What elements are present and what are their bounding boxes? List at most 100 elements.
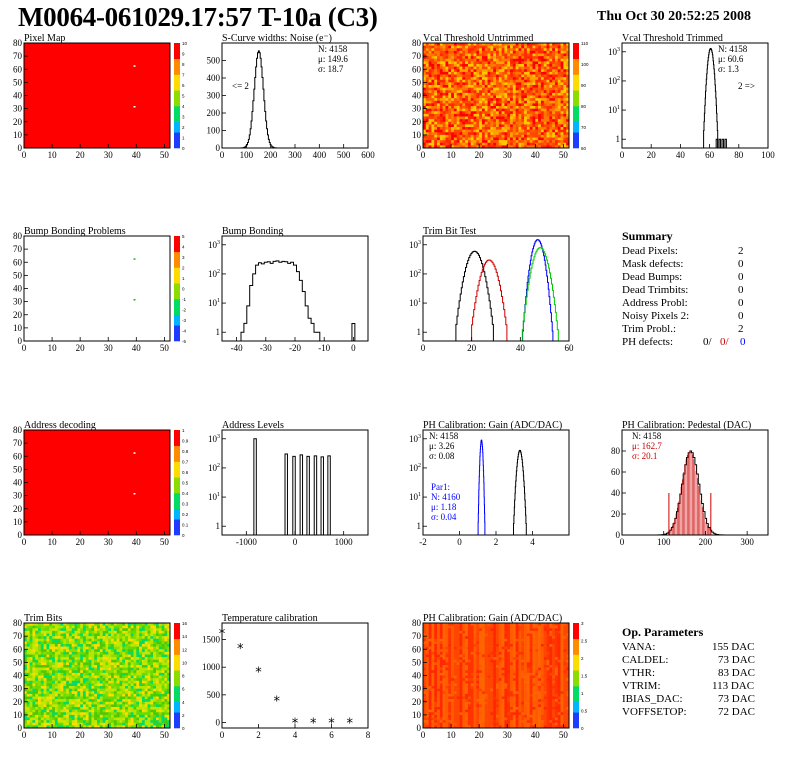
heatmap-cell (456, 77, 460, 81)
heatmap-cell (150, 625, 154, 629)
heatmap-cell (57, 670, 61, 674)
heatmap-cell (77, 693, 81, 697)
heatmap-cell (32, 701, 36, 705)
heatmap-cell (473, 113, 477, 117)
heatmap-cell (40, 628, 44, 632)
heatmap-cell (540, 134, 545, 138)
heatmap-cell (512, 90, 516, 94)
heatmap-cell (71, 709, 75, 713)
heatmap-cell (136, 628, 140, 632)
heatmap-cell (507, 142, 511, 146)
heatmap-cell (139, 659, 143, 663)
heatmap-cell (150, 633, 154, 637)
heatmap-cell (68, 654, 73, 658)
heatmap-cell (133, 633, 137, 637)
heatmap-cell (437, 53, 441, 57)
heatmap-cell (451, 87, 455, 91)
heatmap-cell (32, 722, 36, 726)
heatmap-cell (46, 680, 50, 684)
heatmap-cell (554, 71, 559, 75)
heatmap-cell (524, 134, 528, 138)
heatmap-cell (428, 82, 432, 86)
heatmap-cell (425, 66, 429, 70)
heatmap-cell (529, 56, 533, 60)
heatmap-cell (102, 644, 106, 647)
heatmap-cell (498, 79, 502, 83)
heatmap-cell (439, 633, 443, 637)
heatmap-cell (147, 665, 151, 668)
heatmap-cell (496, 64, 500, 67)
heatmap-cell (524, 61, 528, 65)
heatmap-cell (102, 667, 106, 671)
heatmap-cell (49, 714, 53, 718)
heatmap-cell (161, 725, 165, 729)
heatmap-cell (136, 662, 140, 666)
heatmap-cell (428, 64, 432, 67)
heatmap-cell (153, 623, 157, 626)
heatmap-cell (425, 722, 429, 726)
heatmap-cell (465, 106, 469, 109)
heatmap-cell (439, 61, 443, 65)
heatmap-cell (549, 69, 553, 73)
heatmap-cell (88, 683, 92, 687)
x-tick-label: 50 (160, 730, 170, 740)
y-tick-label: 103 (409, 434, 421, 444)
heatmap-cell (423, 667, 427, 671)
heatmap-cell (113, 714, 117, 718)
heatmap-cell (164, 701, 168, 705)
heatmap-cell (167, 712, 171, 716)
heatmap-cell (35, 667, 39, 671)
heatmap-cell (493, 124, 497, 128)
heatmap-cell (35, 625, 39, 629)
heatmap-cell (540, 58, 545, 62)
heatmap-cell (40, 686, 44, 689)
heatmap-cell (496, 145, 500, 149)
heatmap-cell (470, 87, 474, 91)
heatmap-cell (515, 121, 519, 125)
heatmap-cell (32, 714, 36, 718)
heatmap-cell (66, 628, 70, 632)
heatmap-cell (437, 134, 441, 138)
heatmap-cell (532, 127, 536, 130)
heatmap-cell (515, 77, 519, 81)
heatmap-cell (127, 683, 131, 687)
chart-title: Vcal Threshold Trimmed (622, 33, 723, 44)
heatmap-cell (445, 119, 449, 123)
heatmap-cell (465, 111, 469, 115)
heatmap-cell (501, 66, 505, 70)
heatmap-cell (453, 45, 457, 49)
heatmap-cell (423, 121, 427, 125)
heatmap-cell (465, 108, 469, 112)
heatmap-cell (91, 633, 95, 637)
heatmap-cell (566, 79, 570, 83)
heatmap-cell (54, 720, 58, 724)
heatmap-cell (465, 64, 469, 67)
heatmap-cell (490, 127, 494, 130)
heatmap-cell (29, 720, 33, 724)
heatmap-cell (74, 709, 78, 713)
heatmap-cell (453, 106, 457, 109)
heatmap-cell (139, 688, 143, 692)
heatmap-cell (563, 56, 567, 60)
heatmap-cell (108, 699, 112, 703)
heatmap-cell (448, 61, 452, 65)
heatmap-cell (423, 134, 427, 138)
heatmap-cell (153, 667, 157, 671)
heatmap-cell (136, 670, 140, 674)
heatmap-cell (439, 628, 443, 632)
heatmap-cell (546, 116, 550, 120)
heatmap-cell (54, 704, 58, 708)
heatmap-cell (462, 69, 466, 73)
colorbar-segment (174, 680, 180, 687)
heatmap-cell (29, 633, 33, 637)
heatmap-cell (462, 61, 466, 65)
heatmap-cell (74, 675, 78, 679)
heatmap-cell (543, 113, 547, 117)
heatmap-cell (484, 48, 488, 52)
heatmap-cell (136, 659, 140, 663)
heatmap-cell (108, 686, 112, 689)
colorbar-segment (174, 712, 180, 718)
heatmap-cell (554, 61, 559, 65)
heatmap-cell (150, 628, 154, 632)
heatmap-cell (133, 636, 137, 640)
